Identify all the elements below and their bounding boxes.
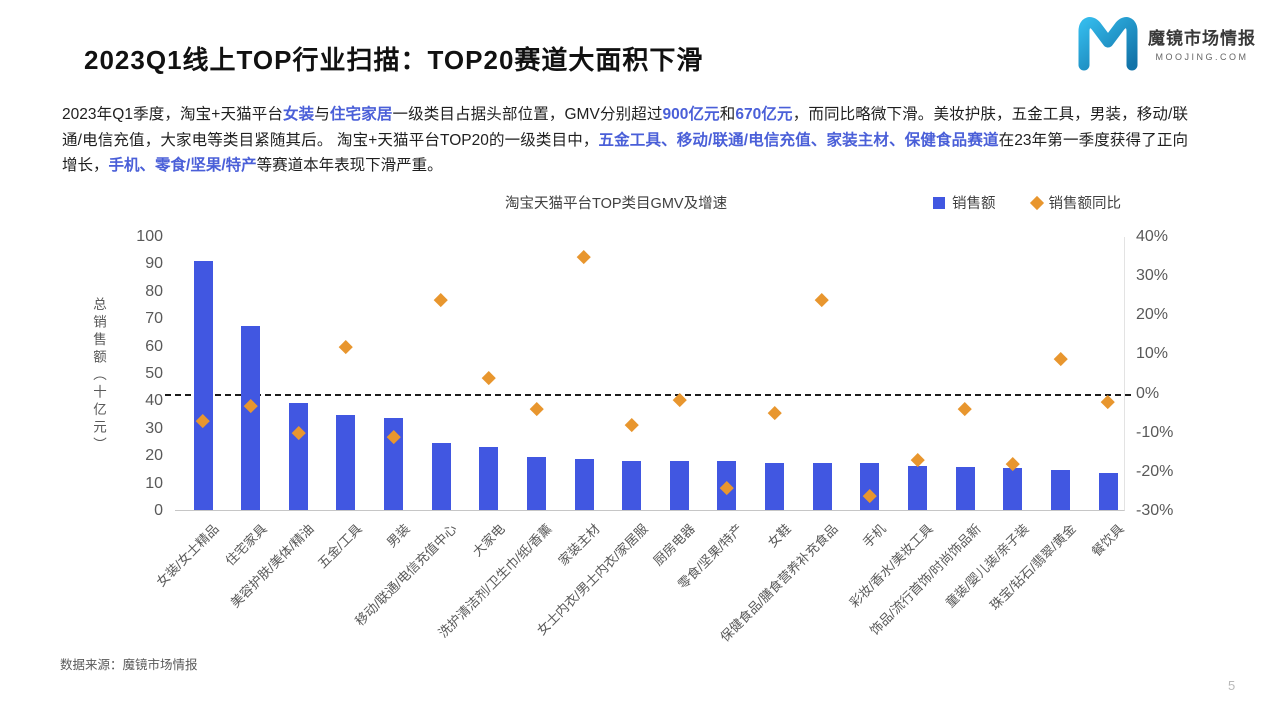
chart-plot-area: 女装/女士精品 住宅家具 美容护肤/美体/精油 五金/工具 男装 移动/联通/电信充值中心… <box>153 237 1131 645</box>
left-tick-20: 20 <box>145 447 163 465</box>
left-tick-50: 50 <box>145 365 163 382</box>
brand-text: 魔镜市场情报 MOOJING.COM <box>1148 24 1256 62</box>
right-tick--10%: -10% <box>1136 423 1174 441</box>
right-tick--30%: -30% <box>1136 502 1174 519</box>
x-label-女鞋: 女鞋 <box>764 521 794 551</box>
legend-label: 销售额同比 <box>1048 196 1122 212</box>
bar-大家电 <box>479 446 499 510</box>
yoy-diamond-女士内衣/男士内衣/家居服 <box>624 418 639 432</box>
yoy-diamond-女鞋 <box>767 406 782 420</box>
highlighted-text: 手机、零食/坚果/特产 <box>108 157 257 174</box>
brand-name: 魔镜市场情报 <box>1148 29 1256 48</box>
bar-家装主材 <box>574 459 594 510</box>
yoy-diamond-彩妆/香水/美妆工具 <box>910 453 925 467</box>
left-tick-60: 60 <box>145 337 163 355</box>
left-tick-40: 40 <box>145 392 163 410</box>
x-label-珠宝/钻石/翡翠/黄金: 珠宝/钻石/翡翠/黄金 <box>987 521 1080 613</box>
bar-五金/工具 <box>336 415 356 510</box>
yoy-diamond-餐饮具 <box>1101 394 1115 409</box>
left-tick-10: 10 <box>145 474 163 492</box>
yoy-diamond-五金/工具 <box>339 339 353 354</box>
x-label-男装: 男装 <box>383 521 413 551</box>
bar-珠宝/钻石/翡翠/黄金 <box>1050 470 1070 510</box>
body-text: 与 <box>314 106 330 123</box>
yoy-diamond-家装主材 <box>577 249 591 264</box>
summary-paragraph: 2023年Q1季度，淘宝+天猫平台女装与住宅家居一级类目占据头部位置，GMV分别… <box>62 102 1188 179</box>
right-tick-0%: 0% <box>1136 384 1160 402</box>
bar-女士内衣/男士内衣/家居服 <box>622 460 642 510</box>
right-tick-10%: 10% <box>1136 345 1169 363</box>
bar-手机 <box>860 463 880 510</box>
chart-legend: 销售额 销售额同比 <box>933 192 1121 213</box>
bar-厨房电器 <box>669 460 689 510</box>
highlighted-text: 五金工具、移动/联通/电信充值、家装主材、保健食品赛道 <box>598 131 999 149</box>
left-tick-0: 0 <box>154 502 163 519</box>
x-label-大家电: 大家电 <box>469 521 508 560</box>
left-tick-30: 30 <box>145 419 163 437</box>
bar-洗护清洁剂/卫生巾/纸/香薰 <box>526 456 546 510</box>
right-tick-20%: 20% <box>1136 306 1169 324</box>
body-text: 等赛道本年表现下滑严重。 <box>256 157 443 174</box>
page-number: 5 <box>1228 678 1236 693</box>
bar-童装/婴儿装/亲子装 <box>1003 467 1023 510</box>
yoy-diamond-保健食品/膳食营养补充食品 <box>815 292 829 307</box>
body-text: 2023年Q1季度，淘宝+天猫平台 <box>62 106 283 123</box>
bar-男装 <box>384 418 404 510</box>
page-title: 2023Q1线上TOP行业扫描：TOP20赛道大面积下滑 <box>84 45 704 75</box>
bar-饰品/流行首饰/时尚饰品新 <box>955 466 975 510</box>
x-label-女装/女士精品: 女装/女士精品 <box>153 521 222 590</box>
right-tick--20%: -20% <box>1136 462 1174 480</box>
yoy-diamond-移动/联通/电信充值中心 <box>434 292 448 307</box>
sales-square-icon <box>933 196 945 209</box>
bar-美容护肤/美体/精油 <box>288 403 308 510</box>
data-source-note: 数据来源：魔镜市场情报 <box>60 658 198 672</box>
moojing-m-icon <box>1078 17 1138 71</box>
body-text: 和 <box>719 106 736 123</box>
highlighted-text: 670亿元 <box>735 106 793 123</box>
brand-domain: MOOJING.COM <box>1155 52 1249 62</box>
yoy-diamond-洗护清洁剂/卫生巾/纸/香薰 <box>529 402 544 416</box>
bar-保健食品/膳食营养补充食品 <box>812 462 832 510</box>
left-tick-100: 100 <box>136 228 163 245</box>
bar-彩妆/香水/美妆工具 <box>907 466 927 510</box>
right-tick-30%: 30% <box>1136 267 1169 285</box>
x-label-美容护肤/美体/精油: 美容护肤/美体/精油 <box>227 521 317 611</box>
bar-女鞋 <box>765 463 785 510</box>
chart-title: 淘宝天猫平台TOP类目GMV及增速 <box>505 196 728 212</box>
body-text: 一级类目占据头部位置，GMV分别超过 <box>392 106 663 123</box>
bar-餐饮具 <box>1098 473 1118 510</box>
highlighted-text: 住宅家居 <box>329 106 393 123</box>
legend-label: 销售额 <box>952 196 996 212</box>
right-tick-40%: 40% <box>1136 228 1169 245</box>
bar-女装/女士精品 <box>193 260 213 510</box>
yoy-diamond-饰品/流行首饰/时尚饰品新 <box>958 402 972 416</box>
x-label-餐饮具: 餐饮具 <box>1088 521 1127 560</box>
legend-item-销售额同比: 销售额同比 <box>1029 192 1122 213</box>
yoy-diamond-珠宝/钻石/翡翠/黄金 <box>1053 351 1068 366</box>
highlighted-text: 女装 <box>283 106 315 123</box>
body-text: ，而同比略微下滑。美妆护肤，五金工具，男装，移动/联通/电信充值，大家电等类目紧… <box>62 106 1188 149</box>
left-tick-70: 70 <box>145 310 163 328</box>
brand-logo: 魔镜市场情报 MOOJING.COM <box>1076 12 1266 74</box>
x-label-手机: 手机 <box>859 521 889 551</box>
yoy-diamond-icon <box>1029 195 1044 210</box>
bar-住宅家具 <box>241 326 261 510</box>
highlighted-text: 900亿元 <box>662 106 720 123</box>
x-label-五金/工具: 五金/工具 <box>314 521 365 572</box>
left-axis-title: 总销售额（十亿元） <box>91 297 106 455</box>
body-text: 在23年第一季度获得了正向增长， <box>62 131 1188 175</box>
left-tick-90: 90 <box>145 255 163 273</box>
bar-移动/联通/电信充值中心 <box>431 442 451 510</box>
zero-growth-dashed-line <box>165 393 1131 396</box>
legend-item-销售额: 销售额 <box>933 192 996 213</box>
left-tick-80: 80 <box>145 282 163 300</box>
yoy-diamond-大家电 <box>482 371 496 385</box>
